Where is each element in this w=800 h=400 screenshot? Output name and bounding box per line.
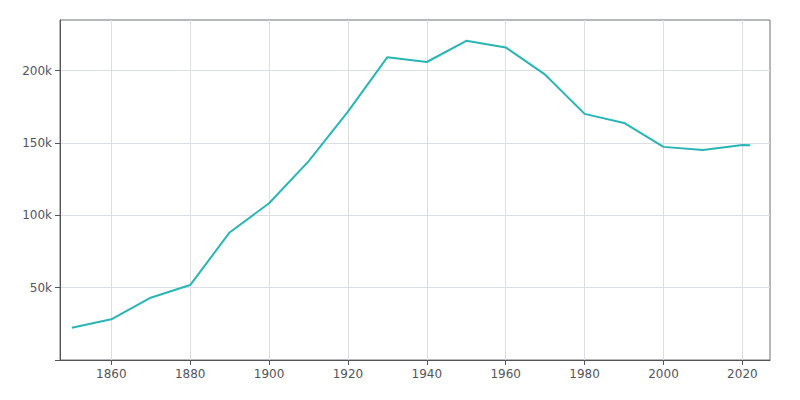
- svg-text:50k: 50k: [30, 281, 52, 295]
- svg-text:1880: 1880: [175, 367, 206, 381]
- svg-text:1860: 1860: [96, 367, 127, 381]
- svg-text:100k: 100k: [22, 208, 52, 222]
- svg-text:2000: 2000: [648, 367, 679, 381]
- svg-text:1960: 1960: [490, 367, 521, 381]
- svg-text:1940: 1940: [412, 367, 443, 381]
- svg-text:1920: 1920: [333, 367, 364, 381]
- svg-text:200k: 200k: [22, 64, 52, 78]
- svg-text:150k: 150k: [22, 136, 52, 150]
- svg-text:1980: 1980: [569, 367, 600, 381]
- svg-text:2020: 2020: [727, 367, 758, 381]
- svg-text:1900: 1900: [254, 367, 285, 381]
